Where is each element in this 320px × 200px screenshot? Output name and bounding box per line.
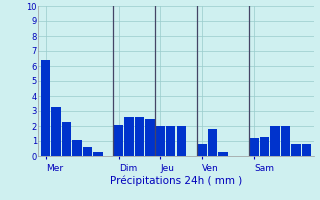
Bar bbox=[62, 121, 71, 156]
Bar bbox=[41, 60, 50, 156]
Bar bbox=[281, 126, 290, 156]
Bar bbox=[177, 126, 186, 156]
Bar bbox=[260, 137, 269, 156]
Bar bbox=[145, 118, 155, 156]
Bar bbox=[93, 152, 102, 156]
Bar bbox=[250, 138, 259, 156]
Bar bbox=[114, 124, 123, 156]
Bar bbox=[302, 144, 311, 156]
Bar bbox=[72, 140, 82, 156]
Bar bbox=[166, 126, 175, 156]
Bar bbox=[270, 126, 280, 156]
Bar bbox=[197, 144, 207, 156]
Bar bbox=[83, 147, 92, 156]
Bar bbox=[135, 117, 144, 156]
Bar bbox=[291, 144, 300, 156]
Bar bbox=[124, 117, 134, 156]
Bar bbox=[156, 126, 165, 156]
X-axis label: Précipitations 24h ( mm ): Précipitations 24h ( mm ) bbox=[110, 175, 242, 186]
Bar bbox=[218, 152, 228, 156]
Bar bbox=[52, 106, 61, 156]
Bar bbox=[208, 129, 217, 156]
